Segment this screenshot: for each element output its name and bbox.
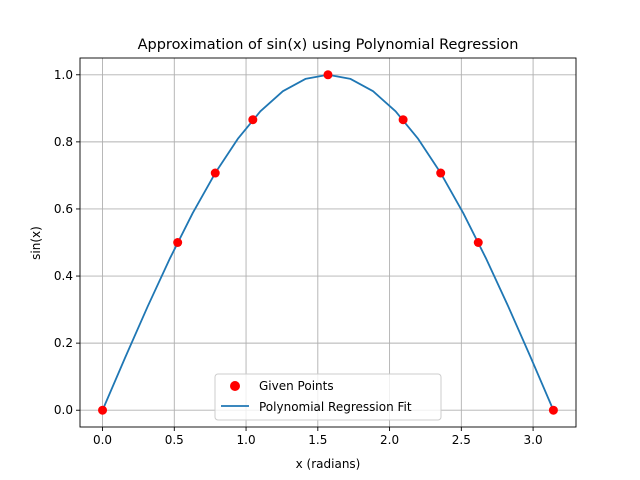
y-tick-label: 0.8 <box>54 135 73 149</box>
x-tick-label: 0.0 <box>93 433 112 447</box>
given-point <box>548 405 558 415</box>
x-tick-label: 3.0 <box>524 433 543 447</box>
given-point <box>323 70 333 80</box>
given-point <box>436 168 446 178</box>
given-point <box>248 115 258 125</box>
y-tick-label: 1.0 <box>54 68 73 82</box>
y-tick-label: 0.2 <box>54 336 73 350</box>
given-point <box>173 238 183 247</box>
legend-label-given-points: Given Points <box>259 379 334 393</box>
y-tick-label: 0.4 <box>54 269 73 283</box>
legend-box <box>214 373 442 421</box>
x-tick-label: 1.5 <box>308 433 327 447</box>
x-tick-label: 2.0 <box>380 433 399 447</box>
given-point <box>210 168 220 178</box>
points-layer <box>98 70 558 415</box>
legend-label-regression-fit: Polynomial Regression Fit <box>259 400 412 414</box>
plot-frame <box>79 57 577 428</box>
y-tick-label: 0.6 <box>54 202 73 216</box>
x-tick-label: 2.5 <box>452 433 471 447</box>
legend: Given Points Polynomial Regression Fit <box>214 373 442 421</box>
axis-ticks: 0.0 0.5 1.0 1.5 2.0 2.5 3.0 0.0 0.2 0.4 0.6 0.8 1.0 <box>54 68 543 447</box>
x-tick-label: 1.0 <box>237 433 256 447</box>
y-axis-label: sin(x) <box>29 226 43 260</box>
y-tick-label: 0.0 <box>54 403 73 417</box>
given-point <box>398 115 408 125</box>
x-axis-label: x (radians) <box>296 457 361 471</box>
x-tick-label: 0.5 <box>165 433 184 447</box>
legend-scatter-marker <box>230 381 240 391</box>
given-point <box>473 238 483 247</box>
chart-title: Approximation of sin(x) using Polynomial… <box>138 37 519 53</box>
given-point <box>98 405 108 415</box>
